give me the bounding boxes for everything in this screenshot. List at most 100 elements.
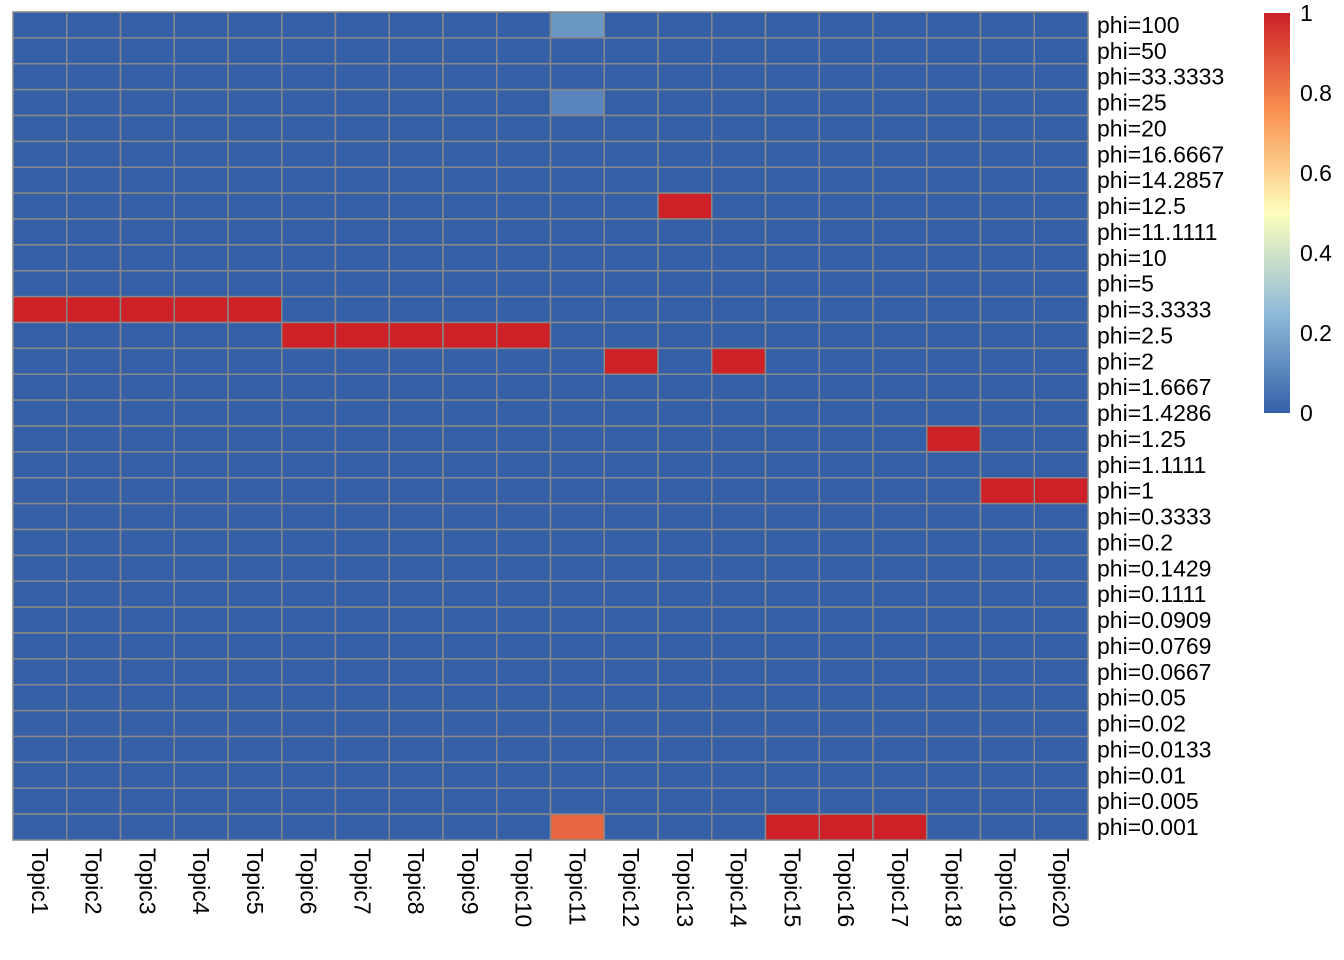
heatmap-cell — [979, 63, 1035, 91]
heatmap-cell — [442, 477, 498, 505]
heatmap-cell — [818, 787, 874, 815]
heatmap-cell — [119, 63, 175, 91]
column-label: Topic2 — [81, 848, 107, 914]
heatmap-cell — [711, 477, 767, 505]
legend-tick-label: 0.2 — [1300, 320, 1332, 346]
heatmap-cell — [66, 295, 122, 324]
heatmap-cell — [872, 347, 928, 375]
heatmap-cell — [549, 787, 605, 815]
heatmap-cell — [603, 218, 659, 246]
heatmap-cell — [12, 632, 68, 660]
heatmap-cell — [657, 192, 713, 220]
heatmap-cell — [442, 425, 498, 453]
heatmap-cell — [926, 425, 982, 453]
heatmap-cell — [388, 813, 444, 841]
heatmap-cell — [1033, 477, 1089, 505]
heatmap-cell — [711, 709, 767, 738]
heatmap-cell — [764, 813, 820, 841]
heatmap-cell — [926, 88, 982, 117]
heatmap-cell — [657, 373, 713, 401]
heatmap-cell — [334, 761, 390, 789]
heatmap-cell — [496, 606, 552, 634]
row-label: phi=1.25 — [1097, 426, 1186, 452]
heatmap-cell — [549, 606, 605, 634]
heatmap-cell — [119, 399, 175, 427]
heatmap-cell — [549, 735, 605, 764]
heatmap-cell — [388, 321, 444, 350]
heatmap-cell — [818, 606, 874, 634]
heatmap-cell — [1033, 88, 1089, 117]
heatmap-cell — [979, 244, 1035, 272]
heatmap-cell — [549, 813, 605, 841]
column-label: Topic13 — [672, 848, 698, 927]
heatmap-cell — [388, 425, 444, 453]
column-label: Topic16 — [833, 848, 859, 927]
row-label: phi=0.1111 — [1097, 581, 1206, 607]
heatmap-cell — [12, 606, 68, 634]
heatmap-cell — [442, 63, 498, 91]
heatmap-cell — [496, 140, 552, 168]
heatmap-cell — [442, 11, 498, 39]
heatmap-cell — [872, 373, 928, 401]
heatmap-cell — [549, 295, 605, 324]
heatmap-cell — [872, 37, 928, 65]
heatmap-cell — [657, 425, 713, 453]
heatmap-cell — [926, 192, 982, 220]
heatmap-cell — [281, 63, 337, 91]
heatmap-cell — [173, 813, 229, 841]
heatmap-cell — [979, 373, 1035, 401]
heatmap-cell — [818, 399, 874, 427]
heatmap-cell — [979, 88, 1035, 117]
heatmap-cell — [764, 709, 820, 738]
heatmap-cell — [442, 606, 498, 634]
heatmap-cell — [1033, 244, 1089, 272]
heatmap-cell — [281, 554, 337, 582]
heatmap-cell — [281, 11, 337, 39]
heatmap-cell — [496, 425, 552, 453]
heatmap-cell — [926, 270, 982, 298]
heatmap-cell — [926, 580, 982, 608]
heatmap-cell — [926, 11, 982, 39]
heatmap-cell — [711, 347, 767, 375]
legend-tick-label: 1 — [1300, 0, 1313, 26]
row-label: phi=50 — [1097, 38, 1167, 64]
heatmap-cell — [872, 114, 928, 143]
heatmap-cell — [872, 88, 928, 117]
heatmap-cell — [603, 166, 659, 194]
heatmap-cell — [281, 477, 337, 505]
heatmap-cell — [334, 684, 390, 712]
legend-tick-label: 0.6 — [1300, 160, 1332, 186]
heatmap-cell — [1033, 425, 1089, 453]
heatmap-cell — [872, 658, 928, 686]
heatmap-cell — [119, 477, 175, 505]
row-label: phi=5 — [1097, 271, 1154, 297]
heatmap-cell — [711, 244, 767, 272]
heatmap-cell — [764, 373, 820, 401]
heatmap-cell — [657, 813, 713, 841]
heatmap-cell — [173, 451, 229, 479]
heatmap-cell — [872, 425, 928, 453]
heatmap-cell — [119, 166, 175, 194]
heatmap-cell — [711, 554, 767, 582]
row-label: phi=2.5 — [1097, 322, 1173, 348]
heatmap-cell — [66, 658, 122, 686]
heatmap-cell — [281, 295, 337, 324]
heatmap-cell — [549, 321, 605, 350]
heatmap-cell — [388, 373, 444, 401]
heatmap-cell — [281, 166, 337, 194]
heatmap-cell — [442, 347, 498, 375]
heatmap-cell — [603, 37, 659, 65]
heatmap-cell — [119, 787, 175, 815]
heatmap-cell — [442, 451, 498, 479]
heatmap-cell — [442, 218, 498, 246]
heatmap-cell — [119, 373, 175, 401]
column-label: Topic6 — [296, 848, 322, 914]
heatmap-cell — [496, 321, 552, 350]
heatmap-cell — [979, 761, 1035, 789]
heatmap-cell — [764, 192, 820, 220]
heatmap-cell — [12, 554, 68, 582]
heatmap-cell — [603, 528, 659, 557]
heatmap-cell — [281, 684, 337, 712]
heatmap-cell — [549, 632, 605, 660]
heatmap-cell — [872, 554, 928, 582]
